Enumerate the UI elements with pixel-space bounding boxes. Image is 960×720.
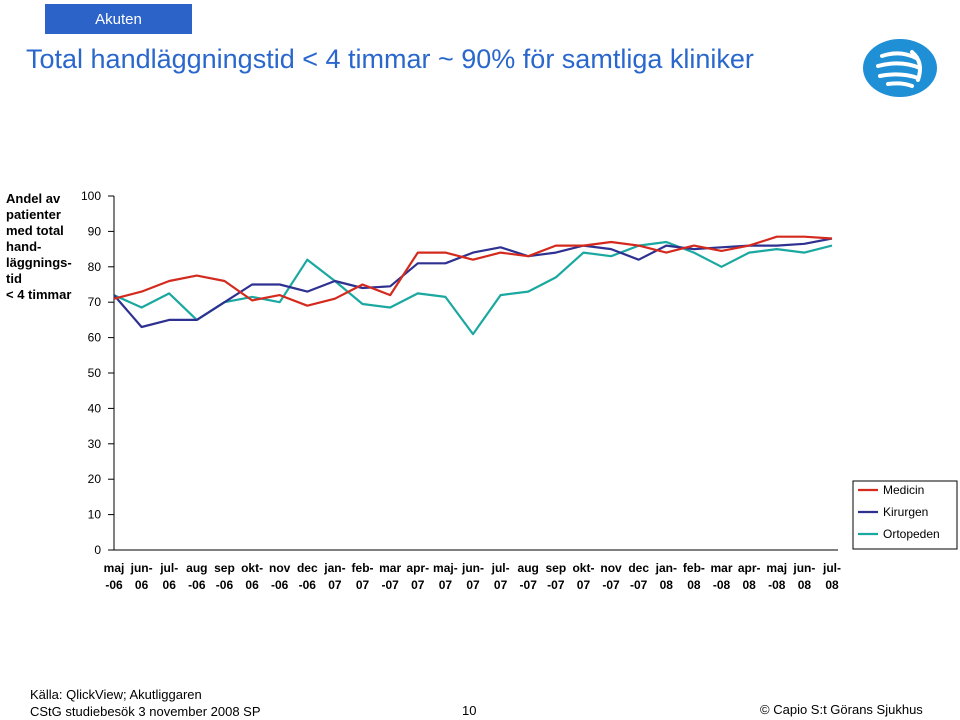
x-tick-label-24: maj -08 [766, 561, 787, 592]
x-tick-label-9: feb-07 [352, 561, 374, 592]
source-text: Källa: QlickView; Akutliggaren [30, 687, 202, 702]
series-line-medicin [113, 235, 833, 307]
x-tick-label-26: jul-08 [822, 561, 841, 592]
x-tick-label-13: jun-07 [461, 561, 484, 592]
copyright-text: © Capio S:t Görans Sjukhus [760, 702, 923, 717]
y-tick-label-40: 40 [88, 401, 102, 415]
y-tick-label-70: 70 [88, 295, 102, 309]
study-visit-text: CStG studiebesök 3 november 2008 SP [30, 704, 261, 719]
y-tick-label-30: 30 [88, 437, 102, 451]
x-tick-label-0: maj -06 [104, 561, 125, 592]
y-tick-label-100: 100 [81, 189, 101, 203]
x-tick-label-21: feb-08 [683, 561, 705, 592]
y-axis-label: Andel av patienter med total hand- läggn… [6, 191, 72, 302]
x-tick-label-18: nov -07 [600, 561, 622, 592]
x-tick-label-19: dec -07 [628, 561, 649, 592]
y-tick-label-50: 50 [88, 366, 102, 380]
x-tick-label-14: jul-07 [491, 561, 510, 592]
x-tick-label-16: sep -07 [546, 561, 567, 592]
y-tick-label-80: 80 [88, 260, 102, 274]
x-tick-label-22: mar -08 [711, 561, 733, 592]
series-line-kirurgen [113, 237, 833, 329]
y-tick-label-0: 0 [94, 543, 101, 557]
x-tick-label-17: okt-07 [572, 561, 594, 592]
x-tick-label-8: jan-07 [323, 561, 345, 592]
page-number: 10 [462, 703, 477, 718]
copyright-symbol: © [760, 702, 770, 717]
x-tick-label-7: dec -06 [297, 561, 318, 592]
akuten-tab[interactable]: Akuten [45, 4, 192, 34]
x-tick-label-4: sep -06 [214, 561, 235, 592]
x-tick-label-2: jul-06 [159, 561, 178, 592]
legend-box [852, 480, 958, 550]
y-tick-label-10: 10 [88, 508, 102, 522]
x-tick-label-20: jan-08 [655, 561, 677, 592]
x-tick-label-15: aug -07 [518, 561, 539, 592]
x-tick-label-11: apr-07 [406, 561, 429, 592]
legend-label-medicin: Medicin [883, 483, 924, 497]
x-tick-label-6: nov -06 [269, 561, 291, 592]
y-tick-label-90: 90 [88, 224, 102, 238]
x-tick-label-23: apr-08 [738, 561, 761, 592]
x-tick-label-5: okt-06 [241, 561, 263, 592]
page-title: Total handläggningstid < 4 timmar ~ 90% … [26, 44, 754, 74]
x-tick-label-3: aug -06 [186, 561, 207, 592]
hospital-logo [863, 39, 937, 97]
x-tick-label-10: mar -07 [379, 561, 401, 592]
y-tick-label-20: 20 [88, 472, 102, 486]
y-tick-label-60: 60 [88, 331, 102, 345]
x-tick-label-1: jun-06 [130, 561, 153, 592]
legend-label-ortopeden: Ortopeden [883, 527, 940, 541]
x-tick-label-25: jun-08 [792, 561, 815, 592]
x-tick-label-12: maj-07 [433, 561, 458, 592]
legend-label-kirurgen: Kirurgen [883, 505, 928, 519]
copyright-holder: Capio S:t Görans Sjukhus [773, 702, 923, 717]
series-line-ortopeden [113, 240, 833, 336]
